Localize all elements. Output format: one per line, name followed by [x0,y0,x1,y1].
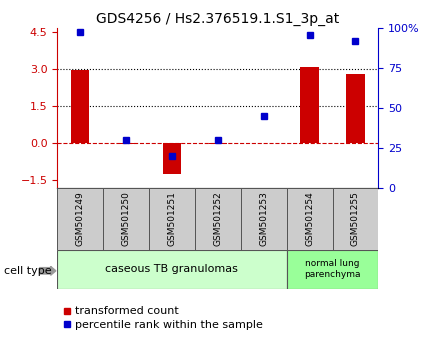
Bar [346,74,365,143]
FancyBboxPatch shape [241,188,286,250]
Bar [209,143,227,144]
Text: GSM501249: GSM501249 [76,191,84,246]
Text: cell type: cell type [4,266,52,276]
FancyBboxPatch shape [333,188,378,250]
Text: GSM501255: GSM501255 [351,191,360,246]
Legend: transformed count, percentile rank within the sample: transformed count, percentile rank withi… [63,307,263,330]
FancyBboxPatch shape [149,188,195,250]
Text: GSM501253: GSM501253 [259,191,268,246]
Bar [301,67,319,143]
FancyBboxPatch shape [286,188,333,250]
Text: GSM501251: GSM501251 [167,191,176,246]
FancyBboxPatch shape [57,188,103,250]
Text: GSM501250: GSM501250 [121,191,131,246]
Bar [117,143,135,144]
Title: GDS4256 / Hs2.376519.1.S1_3p_at: GDS4256 / Hs2.376519.1.S1_3p_at [96,12,339,26]
Text: caseous TB granulomas: caseous TB granulomas [106,264,238,274]
Bar [163,143,181,174]
Text: normal lung
parenchyma: normal lung parenchyma [304,259,361,279]
FancyBboxPatch shape [103,188,149,250]
Text: GSM501252: GSM501252 [213,191,222,246]
FancyBboxPatch shape [57,250,286,289]
Bar [71,70,89,143]
Text: GSM501254: GSM501254 [305,191,314,246]
FancyBboxPatch shape [195,188,241,250]
FancyBboxPatch shape [286,250,378,289]
